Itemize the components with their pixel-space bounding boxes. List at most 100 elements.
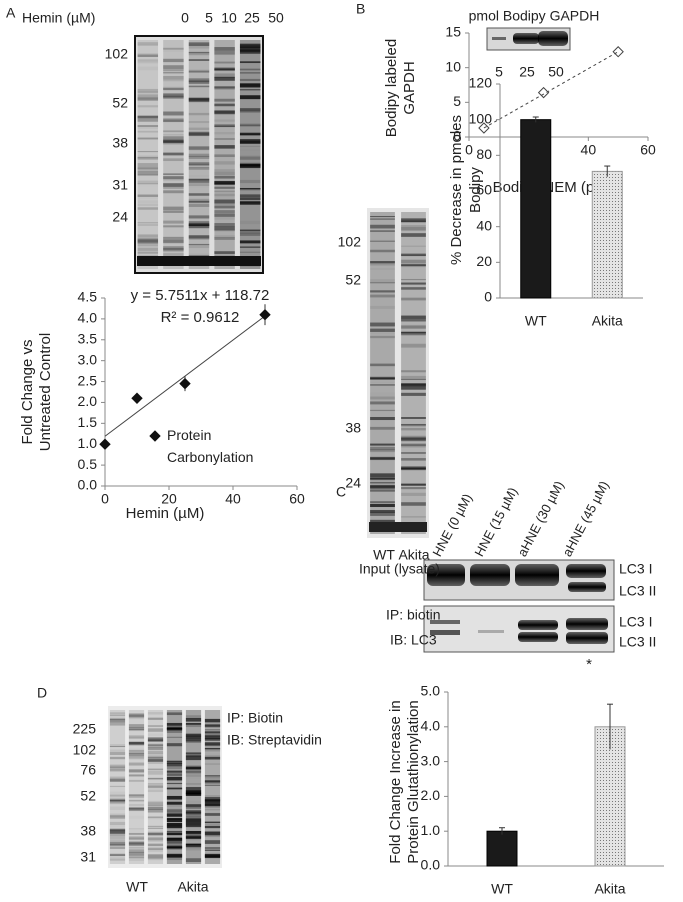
gel-band [370,485,395,490]
gel-band [239,140,261,144]
gel-band [239,246,261,248]
gel-band [370,363,395,367]
gel-band [166,837,183,841]
gel-band [147,827,164,829]
gel-band [189,221,209,223]
marker-label: 38 [80,823,96,839]
gel-band [138,195,158,199]
gel-band [109,843,126,847]
gel-band [401,452,426,454]
gel-band [185,818,202,821]
marker-label: 24 [112,209,128,225]
lane-label: 50 [548,64,564,80]
gel-band [138,125,158,129]
gel-band [185,735,202,740]
gel-band [147,760,164,764]
gel-band [239,229,261,232]
gel-band [185,718,202,722]
gel-band [401,483,426,486]
gel-band [239,61,261,63]
gel-band [166,818,183,822]
gel-band [147,857,164,860]
gel-band [137,203,159,206]
gel-band [239,232,261,235]
gel-band [239,133,261,136]
gel-band [188,146,210,150]
gel-band [166,736,183,738]
gel-band [185,804,202,807]
gel-band [166,770,183,773]
gel-band [137,180,159,184]
x-tick-label: WT [491,881,513,897]
gel-band [109,746,126,748]
gel-band [188,223,210,226]
y-tick-label: 0.0 [421,857,441,873]
gel-band [128,729,145,731]
y-axis-label: Fold Change vs [19,339,36,444]
gel-band [148,733,163,736]
lane-label: Akita [398,547,429,563]
gel-band [109,749,126,753]
gel-band [147,737,164,742]
gel-band [401,253,426,256]
gel-band [188,70,210,73]
gel-band [147,725,164,727]
gel-band [147,758,164,762]
gel-band [214,61,235,64]
gel-band [109,829,126,833]
gel-band [137,224,159,226]
band [566,618,608,630]
gel-band [163,94,184,98]
row-label: IB: Streptavidin [227,732,322,748]
row-label: Input (lysate) [359,561,440,577]
gel-band [163,173,184,176]
y-tick-label: 0.0 [78,477,98,493]
gel-band [163,111,184,116]
gel-band [188,112,210,116]
gel-band [185,771,202,774]
legend-label: Protein Carbonylation [167,427,253,465]
gel-band [188,198,210,203]
point [131,392,143,404]
y-axis-label: % Decrease in pmoles [448,115,465,265]
gel-band [188,51,210,54]
gel-band [147,785,164,789]
band-label: LC3 II [619,634,656,650]
blot-header: pmol Bodipy GAPDH [469,8,600,24]
gel-band [163,220,184,224]
gel-band [128,856,145,859]
gel-band [166,762,183,767]
gel-band [239,201,261,204]
gel-band [147,802,164,806]
gel-band [370,294,395,298]
gel-band [401,380,426,382]
gel-band [401,435,426,440]
gel-band [214,86,235,90]
gel-band [239,194,261,198]
gel-band [189,175,209,176]
y-axis-label: GAPDH [401,61,418,114]
gel-band [401,385,426,390]
gel-band [147,843,164,847]
gel-band [370,457,395,461]
gel-band [401,331,426,336]
gel-band [128,838,145,840]
gel-band [109,842,126,846]
x-tick-label: 0 [101,491,109,507]
y-tick-label: 80 [476,146,492,162]
gel-band [188,42,210,46]
gel-band [109,752,126,755]
gel-band [188,226,210,228]
gel-band [166,788,183,790]
gel-band [401,370,426,373]
gel-band [370,426,395,430]
band [515,564,559,586]
gel-band [401,438,426,442]
gel-band [370,240,395,242]
gel-band [166,743,183,747]
gel-band [147,768,164,771]
gel-band [128,851,145,856]
gel-band [204,854,221,857]
gel-band [163,71,184,74]
gel-band [204,734,221,736]
